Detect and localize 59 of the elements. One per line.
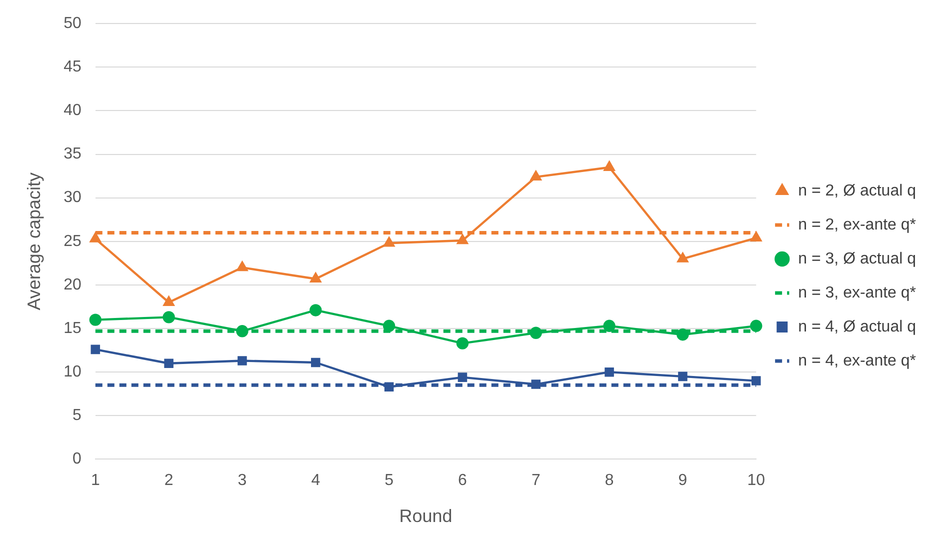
x-tick-label: 8 <box>604 472 614 490</box>
point <box>530 170 542 181</box>
point <box>384 237 394 247</box>
point <box>382 320 396 332</box>
point <box>603 320 616 332</box>
y-tick-label: 25 <box>64 232 82 250</box>
point <box>236 325 248 338</box>
point <box>310 304 322 316</box>
point <box>311 358 320 368</box>
legend-label: n = 2, ex-ante q* <box>798 216 916 234</box>
point <box>752 376 761 386</box>
point <box>90 344 100 354</box>
point <box>458 372 468 382</box>
legend-label: n = 2, Ø actual q <box>798 182 916 200</box>
y-axis-title: Average capacity <box>24 172 44 310</box>
point <box>162 311 175 324</box>
point <box>750 232 762 242</box>
x-axis-title: Round <box>399 506 452 526</box>
y-tick-label: 15 <box>64 320 82 337</box>
y-tick-label: 50 <box>64 15 82 32</box>
point <box>750 320 762 332</box>
point <box>530 326 542 339</box>
y-tick-label: 20 <box>64 276 82 294</box>
y-tick-label: 10 <box>64 363 82 380</box>
x-tick-label: 9 <box>678 472 688 490</box>
x-tick-label: 5 <box>384 472 394 490</box>
point <box>678 372 688 382</box>
point <box>677 252 688 262</box>
point <box>676 328 689 341</box>
x-tick-label: 4 <box>311 472 320 490</box>
legend-label: n = 4, Ø actual q <box>798 318 916 336</box>
legend-label: n = 3, ex-ante q* <box>798 284 916 302</box>
x-tick-label: 2 <box>164 472 174 490</box>
y-tick-label: 40 <box>64 102 82 120</box>
legend-label: n = 4, ex-ante q* <box>798 352 916 370</box>
point <box>604 367 614 377</box>
y-tick-label: 0 <box>72 450 82 468</box>
point <box>164 358 174 368</box>
point <box>90 232 101 242</box>
point <box>236 261 248 272</box>
y-tick-label: 35 <box>64 146 82 163</box>
x-tick-label: 10 <box>747 472 766 490</box>
point <box>238 356 247 366</box>
point <box>163 296 174 306</box>
x-tick-label: 3 <box>238 472 247 490</box>
point <box>89 314 102 326</box>
y-tick-label: 30 <box>64 189 82 206</box>
point <box>310 272 322 282</box>
point <box>531 380 541 389</box>
point <box>604 161 615 171</box>
x-tick-label: 1 <box>90 472 100 490</box>
legend-label: n = 3, Ø actual q <box>798 250 916 268</box>
y-tick-label: 45 <box>64 58 82 76</box>
y-tick-label: 5 <box>72 407 82 424</box>
point <box>456 337 469 350</box>
point <box>457 234 468 244</box>
point <box>384 382 394 392</box>
x-tick-label: 7 <box>531 472 540 490</box>
x-tick-label: 6 <box>458 472 468 490</box>
